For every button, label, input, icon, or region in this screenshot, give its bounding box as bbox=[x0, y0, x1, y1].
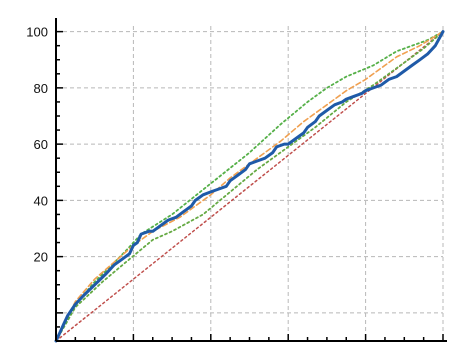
y-tick-label-100: 100 bbox=[26, 25, 48, 40]
series-line-0 bbox=[55, 30, 444, 342]
y-tick-label-60: 60 bbox=[34, 137, 48, 152]
series-lines bbox=[54, 30, 445, 343]
axes bbox=[55, 18, 447, 342]
y-tick-label-80: 80 bbox=[34, 81, 48, 96]
gridlines bbox=[56, 26, 444, 341]
y-tick-label-20: 20 bbox=[34, 250, 48, 265]
y-tick-label-40: 40 bbox=[34, 193, 48, 208]
series-line-4 bbox=[54, 30, 445, 343]
series-line-1 bbox=[55, 30, 444, 342]
tick-labels: 100 80 60 40 20 bbox=[26, 25, 48, 265]
